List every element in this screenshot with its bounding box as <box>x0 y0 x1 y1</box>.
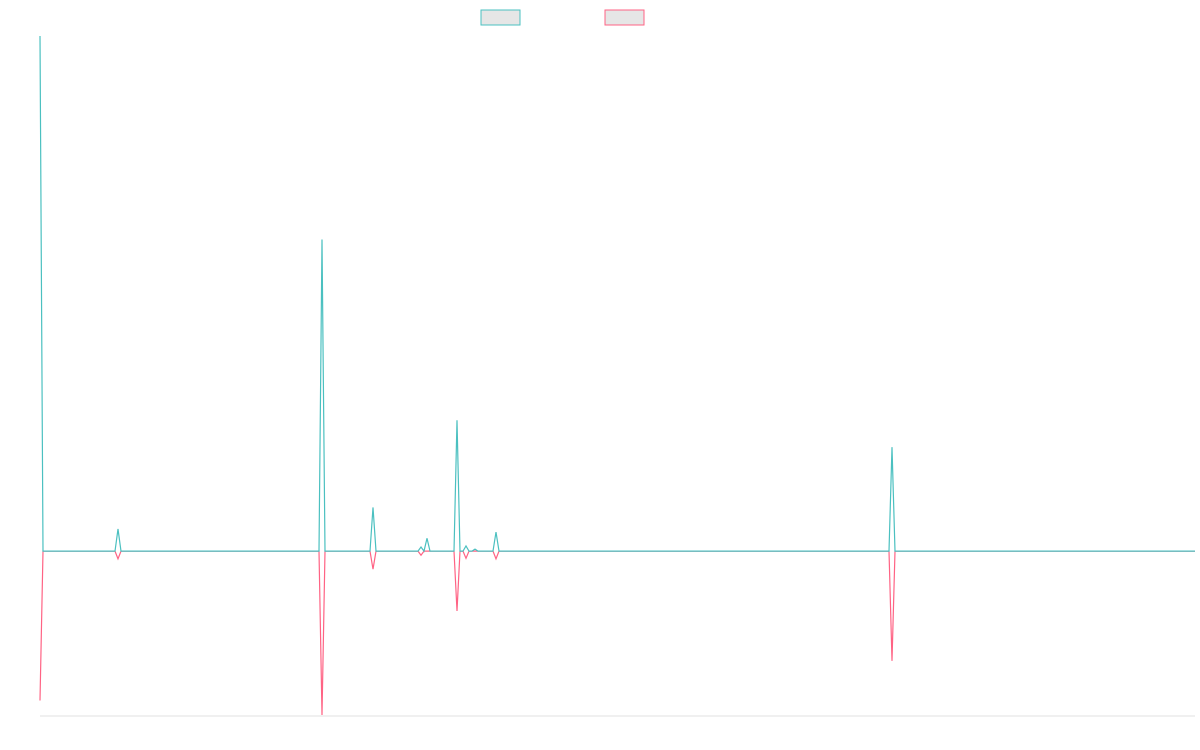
legend-swatch[interactable] <box>480 9 521 26</box>
line-series <box>39 550 1195 715</box>
legend-swatch[interactable] <box>604 9 645 26</box>
line-series <box>39 35 1195 553</box>
